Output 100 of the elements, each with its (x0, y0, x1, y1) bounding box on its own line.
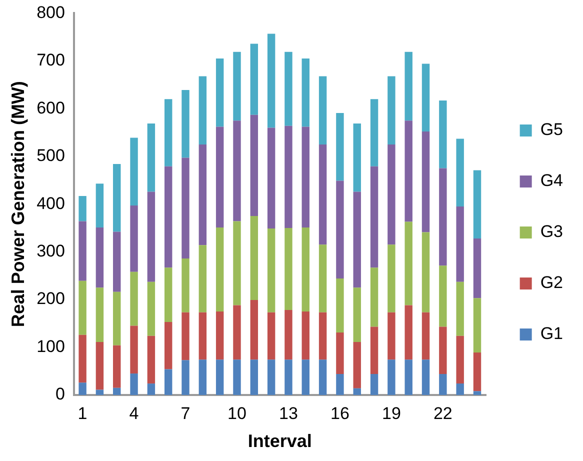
bar (456, 206, 464, 282)
bar (78, 196, 86, 222)
bar (267, 312, 276, 360)
bar (439, 100, 447, 168)
bar (198, 245, 207, 312)
x-tick-label: 19 (382, 404, 401, 423)
bar (388, 244, 396, 312)
bar (318, 144, 327, 245)
bar (318, 76, 327, 144)
bar (147, 336, 156, 384)
x-axis-title: Interval (248, 431, 312, 452)
bar (78, 382, 86, 395)
bar (439, 266, 447, 327)
bar (96, 390, 104, 395)
bar (422, 64, 430, 132)
bar (473, 298, 482, 353)
bar (473, 170, 482, 238)
x-tick-label: 13 (279, 404, 298, 423)
bar (216, 360, 224, 395)
bar (267, 360, 276, 395)
bar (130, 374, 138, 395)
bar (164, 322, 172, 370)
bar (216, 227, 224, 312)
bar (216, 311, 224, 360)
bar (422, 132, 430, 232)
bar (113, 345, 121, 388)
bar (318, 244, 327, 312)
bar (336, 112, 344, 181)
bar (96, 184, 104, 228)
bar (130, 272, 138, 326)
y-tick-label: 200 (36, 289, 65, 308)
bar (370, 374, 378, 395)
bar (284, 126, 292, 228)
bar (284, 360, 292, 395)
x-tick-label: 10 (228, 404, 246, 423)
bar (164, 268, 172, 322)
bar (370, 166, 378, 268)
bar (113, 232, 121, 292)
bar (353, 342, 361, 388)
bar (422, 312, 430, 360)
bar (404, 305, 412, 360)
bar (164, 166, 172, 268)
y-tick-label: 400 (36, 194, 65, 213)
bar (370, 268, 378, 327)
bar (439, 326, 447, 374)
bar (353, 288, 361, 342)
bar (456, 138, 464, 206)
legend-label: G2 (540, 273, 564, 292)
bar (182, 360, 190, 395)
bar (284, 52, 292, 126)
bar (336, 332, 344, 374)
bar (130, 138, 138, 206)
bar (216, 126, 224, 228)
bar (182, 90, 190, 158)
bar (113, 164, 121, 232)
x-tick-label: 22 (433, 404, 452, 423)
bar (284, 228, 292, 310)
bar (250, 300, 258, 360)
bar (388, 312, 396, 360)
bar (456, 282, 464, 336)
bar (113, 388, 121, 395)
bar (302, 58, 310, 127)
bar (302, 126, 310, 228)
bar (130, 326, 138, 374)
bar (404, 360, 412, 395)
bar (182, 158, 190, 259)
bar (302, 227, 310, 312)
bar (404, 120, 412, 222)
x-tick-label: 4 (129, 404, 139, 423)
y-axis-title: Real Power Generation (MW) (8, 81, 28, 328)
bar (78, 221, 86, 281)
bar (456, 336, 464, 384)
bar (267, 228, 276, 312)
bar (96, 227, 104, 288)
bar (353, 192, 361, 288)
bar (113, 292, 121, 346)
bar (250, 114, 258, 216)
bar (404, 222, 412, 306)
bar (353, 388, 361, 395)
bar (130, 206, 138, 272)
y-tick-label: 100 (36, 336, 65, 356)
bar (353, 123, 361, 192)
bar (473, 238, 482, 298)
bar (370, 99, 378, 166)
x-tick-label: 16 (330, 404, 350, 423)
bar (147, 123, 156, 192)
bar (439, 374, 447, 395)
y-tick-label: 500 (36, 146, 65, 166)
bar (182, 312, 190, 360)
bar (233, 120, 241, 222)
bar (198, 312, 207, 360)
y-tick-label: 300 (36, 242, 65, 261)
bar (250, 216, 258, 300)
bar (78, 280, 86, 335)
bar (250, 44, 258, 115)
bar (318, 360, 327, 395)
bar (388, 76, 396, 144)
bar (318, 312, 327, 360)
bar (198, 76, 207, 144)
bar (388, 144, 396, 245)
